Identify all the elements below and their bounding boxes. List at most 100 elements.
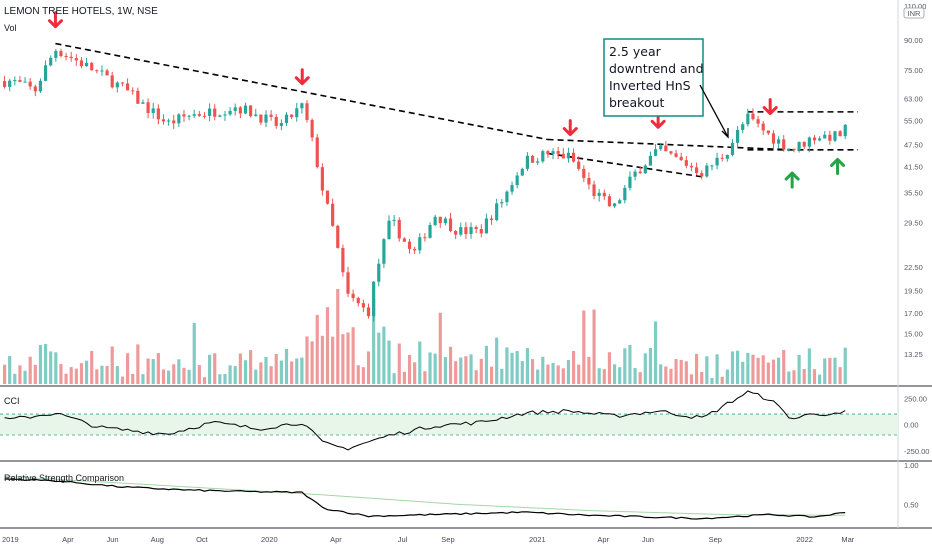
candle-body[interactable] (833, 131, 837, 141)
candle-body[interactable] (730, 142, 735, 155)
candle-body[interactable] (49, 57, 53, 66)
candle-body[interactable] (643, 165, 647, 174)
candle-body[interactable] (100, 70, 104, 72)
candle-body[interactable] (812, 137, 817, 141)
candle-body[interactable] (223, 114, 227, 116)
candle-body[interactable] (464, 227, 468, 235)
candle-body[interactable] (674, 153, 678, 157)
candle-body[interactable] (110, 75, 114, 88)
candle-body[interactable] (438, 216, 442, 224)
candle-body[interactable] (623, 187, 627, 201)
candle-body[interactable] (115, 82, 119, 88)
candle-body[interactable] (259, 114, 263, 123)
candle-body[interactable] (69, 56, 73, 59)
candle-body[interactable] (274, 116, 278, 126)
candle-body[interactable] (807, 137, 811, 147)
candle-body[interactable] (648, 155, 653, 166)
candle-body[interactable] (397, 219, 401, 239)
candle-body[interactable] (736, 129, 740, 143)
candle-body[interactable] (720, 157, 724, 159)
candle-body[interactable] (372, 281, 376, 317)
candle-body[interactable] (607, 196, 612, 207)
candle-body[interactable] (387, 220, 391, 240)
candle-body[interactable] (679, 156, 683, 161)
candle-body[interactable] (279, 123, 283, 126)
candle-body[interactable] (520, 168, 524, 176)
candle-body[interactable] (136, 90, 140, 104)
candle-body[interactable] (167, 120, 171, 122)
candle-body[interactable] (818, 138, 822, 141)
candle-body[interactable] (315, 137, 319, 168)
candle-body[interactable] (392, 219, 396, 221)
candle-body[interactable] (602, 192, 606, 197)
candle-body[interactable] (305, 103, 309, 120)
candle-body[interactable] (120, 82, 125, 84)
candle-body[interactable] (341, 247, 345, 273)
candle-body[interactable] (202, 115, 207, 117)
candle-body[interactable] (725, 154, 729, 159)
candle-body[interactable] (377, 263, 381, 282)
candle-body[interactable] (448, 218, 453, 232)
candle-body[interactable] (546, 151, 550, 155)
candle-body[interactable] (823, 134, 827, 139)
candle-body[interactable] (161, 119, 166, 122)
candle-body[interactable] (787, 148, 791, 150)
candle-body[interactable] (541, 151, 545, 162)
candle-body[interactable] (577, 161, 581, 169)
candle-body[interactable] (659, 145, 663, 150)
candle-body[interactable] (141, 102, 145, 104)
candle-body[interactable] (802, 141, 806, 147)
candle-body[interactable] (151, 108, 155, 114)
candle-body[interactable] (582, 168, 586, 178)
candle-body[interactable] (105, 70, 109, 76)
candle-body[interactable] (74, 58, 78, 61)
candle-body[interactable] (18, 80, 22, 82)
candle-body[interactable] (510, 185, 514, 192)
candle-body[interactable] (300, 103, 304, 109)
candle-body[interactable] (310, 119, 314, 138)
candle-body[interactable] (653, 149, 658, 156)
candle-body[interactable] (331, 203, 335, 226)
candle-body[interactable] (756, 119, 760, 124)
candle-body[interactable] (474, 227, 478, 230)
candle-body[interactable] (418, 237, 422, 251)
candle-body[interactable] (505, 191, 509, 203)
candle-body[interactable] (269, 114, 273, 117)
candle-body[interactable] (551, 151, 555, 155)
candle-body[interactable] (182, 114, 186, 117)
candle-body[interactable] (792, 148, 796, 150)
candle-body[interactable] (495, 203, 499, 221)
candle-body[interactable] (95, 70, 99, 72)
candle-body[interactable] (218, 115, 222, 117)
candle-body[interactable] (628, 176, 632, 188)
candle-body[interactable] (587, 177, 591, 185)
candle-body[interactable] (228, 110, 232, 115)
candle-body[interactable] (459, 227, 463, 235)
candle-body[interactable] (710, 165, 714, 167)
candle-body[interactable] (741, 124, 745, 130)
candle-body[interactable] (28, 81, 32, 87)
candle-body[interactable] (325, 190, 330, 204)
candle-body[interactable] (407, 241, 412, 249)
candle-body[interactable] (766, 130, 770, 134)
candle-body[interactable] (402, 238, 406, 242)
candle-body[interactable] (571, 152, 576, 162)
candle-body[interactable] (238, 107, 242, 114)
candle-body[interactable] (664, 145, 668, 152)
candle-body[interactable] (192, 114, 196, 116)
candle-body[interactable] (705, 165, 709, 177)
candle-body[interactable] (694, 167, 699, 174)
candle-body[interactable] (633, 171, 637, 177)
candle-body[interactable] (843, 124, 847, 137)
candle-body[interactable] (54, 50, 58, 58)
candle-body[interactable] (2, 81, 7, 87)
candle-body[interactable] (213, 108, 217, 117)
candle-body[interactable] (33, 86, 37, 92)
candle-body[interactable] (612, 203, 617, 207)
candle-body[interactable] (177, 114, 181, 124)
candle-body[interactable] (454, 231, 458, 235)
candle-body[interactable] (489, 218, 494, 221)
candle-body[interactable] (243, 105, 248, 114)
